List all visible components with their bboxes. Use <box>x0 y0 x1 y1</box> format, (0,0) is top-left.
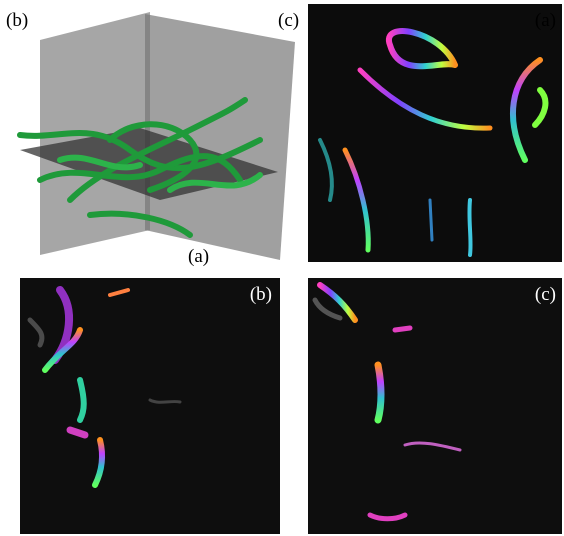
panel-slice-b: (b) <box>20 278 280 534</box>
figure: (b) (c) (a) (a) (b) <box>0 0 564 536</box>
panel-3d-view: (b) (c) (a) <box>6 10 299 267</box>
panel-label: (c) <box>278 10 299 31</box>
panel-label: (a) <box>188 246 209 267</box>
panel-slice-c: (c) <box>308 278 562 534</box>
panel-background <box>308 278 562 534</box>
panel-label: (b) <box>250 284 272 305</box>
panel-label: (c) <box>535 284 556 305</box>
page: (b) (c) (a) (a) (b) <box>0 0 564 536</box>
panel-label: (b) <box>6 10 28 31</box>
panel-label: (a) <box>535 10 556 31</box>
panel-slice-a: (a) <box>308 4 562 262</box>
panel-background <box>20 278 280 534</box>
